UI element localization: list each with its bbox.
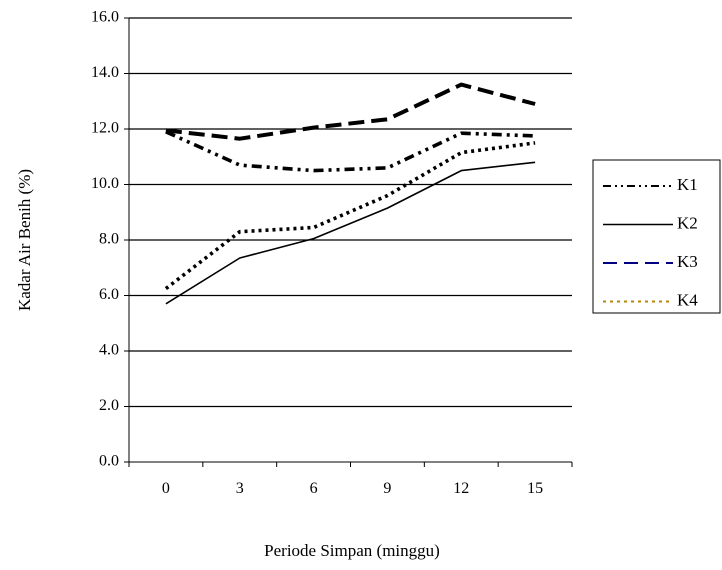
x-axis-title: Periode Simpan (minggu): [264, 541, 440, 560]
y-tick-label: 12.0: [91, 120, 119, 137]
x-tick-label: 3: [236, 480, 244, 497]
legend-label: K2: [677, 213, 698, 232]
y-tick-label: 14.0: [91, 64, 119, 81]
series-line: [165, 82, 536, 141]
series-K4: [164, 141, 536, 291]
x-tick-label: 6: [310, 480, 318, 497]
series-K3: [165, 82, 536, 141]
y-tick-label: 4.0: [99, 342, 119, 359]
y-tick-label: 0.0: [99, 453, 119, 470]
y-tick-labels: 0.0 2.0 4.0 6.0 8.0 10.0 12.0 14.0 16.0: [91, 9, 119, 470]
x-tick-label: 12: [453, 480, 469, 497]
y-tick-label: 16.0: [91, 9, 119, 26]
legend: K1 K2 K3 K4: [592, 159, 721, 314]
series-line: [164, 141, 536, 291]
grid-lines: [129, 17, 572, 408]
x-tick-label: 9: [383, 480, 391, 497]
series-K2: [165, 161, 536, 305]
x-tick-labels: 0 3 6 9 12 15: [162, 480, 543, 497]
x-tick-label: 0: [162, 480, 170, 497]
y-axis-title: Kadar Air Benih (%): [15, 169, 34, 311]
y-tick-label: 8.0: [99, 231, 119, 248]
y-tick-label: 6.0: [99, 286, 119, 303]
y-tick-label: 10.0: [91, 175, 119, 192]
series-line: [165, 130, 536, 173]
series-lines: [164, 82, 536, 305]
legend-box: [592, 159, 721, 314]
legend-label: K1: [677, 175, 698, 194]
series-K1: [165, 130, 536, 173]
legend-label: K4: [677, 290, 698, 309]
y-tick-label: 2.0: [99, 397, 119, 414]
series-line: [165, 161, 536, 305]
x-tick-label: 15: [527, 480, 543, 497]
legend-label: K3: [677, 252, 698, 271]
axes: [124, 17, 573, 467]
